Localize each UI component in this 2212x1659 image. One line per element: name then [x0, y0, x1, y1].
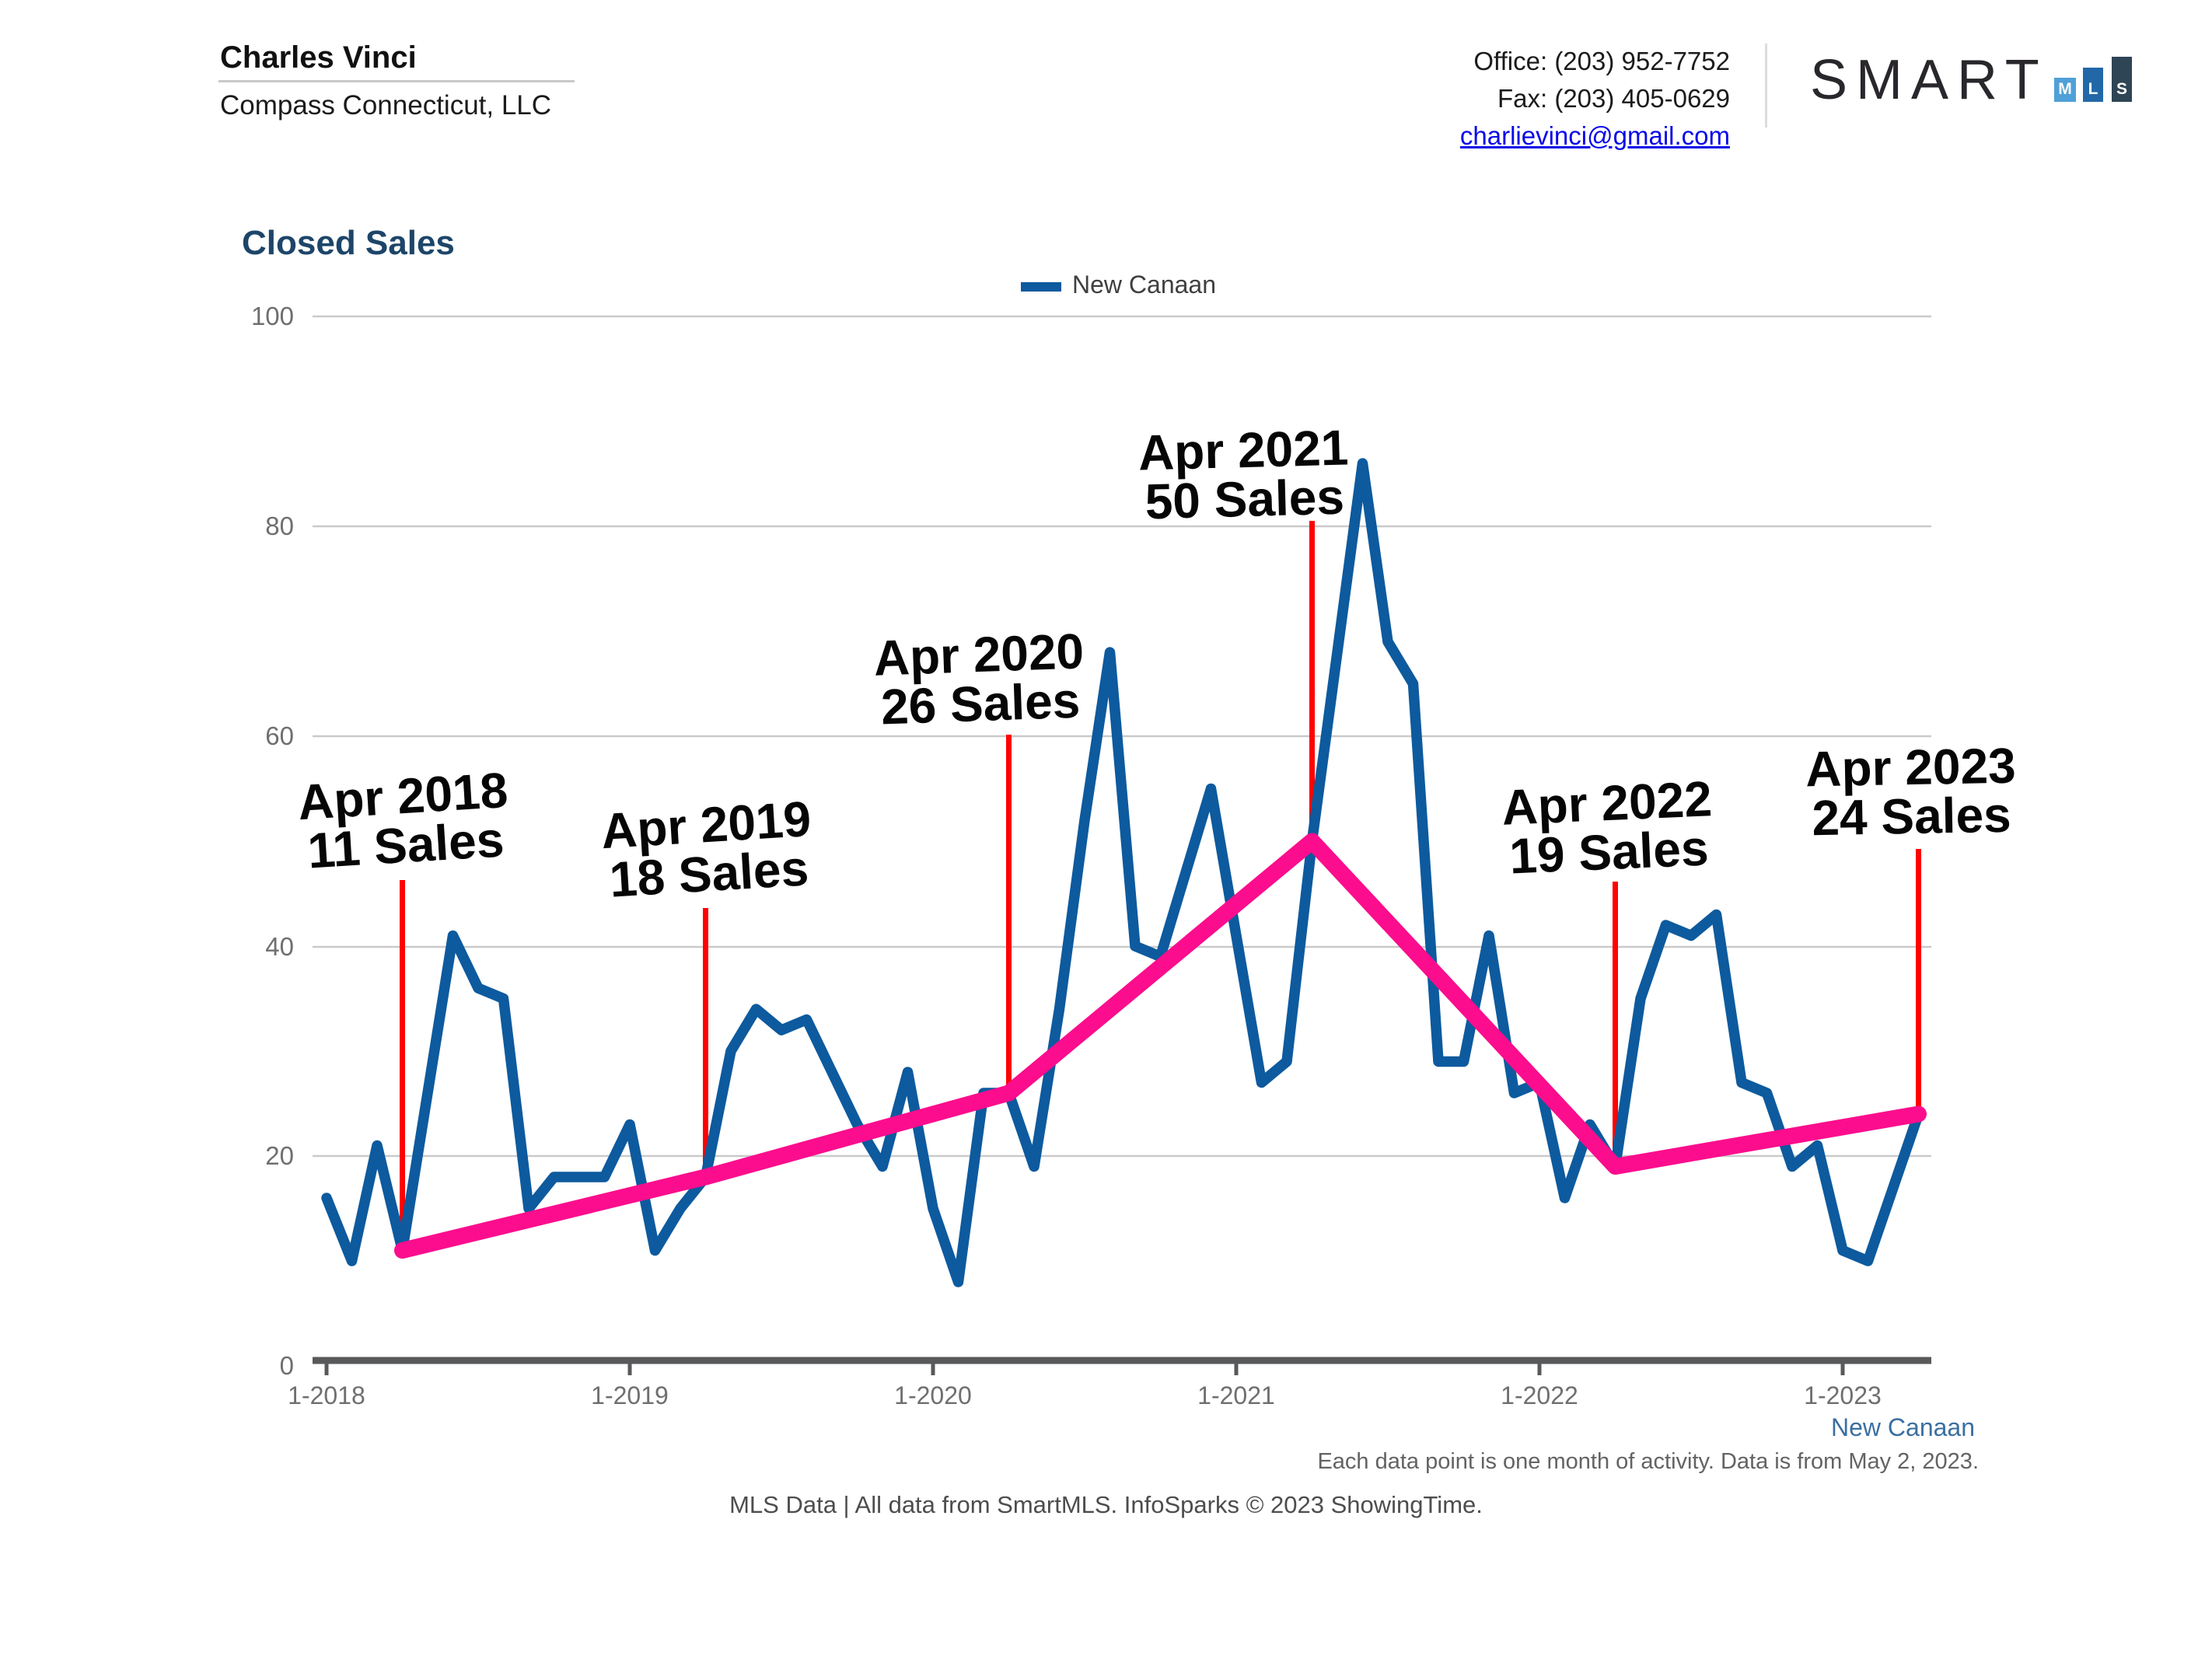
x-tick-2018: 1-2018 [288, 1381, 365, 1409]
y-tick-80: 80 [265, 512, 294, 540]
credit-line: MLS Data | All data from SmartMLS. InfoS… [729, 1491, 1483, 1518]
y-tick-100: 100 [250, 302, 294, 330]
x-axis [313, 1357, 1931, 1375]
x-tick-2020: 1-2020 [894, 1381, 972, 1409]
annotation-apr-2023: Apr 2023 24 Sales [1805, 737, 2017, 847]
agent-name: Charles Vinci [220, 40, 417, 75]
series-line-new-canaan [321, 458, 1924, 1287]
smartmls-logo-text: SMART [1810, 49, 2048, 111]
annotation-apr-2021: Apr 2021 50 Sales [1137, 419, 1350, 530]
y-tick-60: 60 [265, 721, 294, 750]
y-tick-0: 0 [279, 1351, 294, 1380]
agent-name-underline [218, 80, 575, 82]
y-tick-40: 40 [265, 932, 294, 961]
legend-swatch [1021, 281, 1061, 292]
fax-number: Fax: (203) 405-0629 [1497, 84, 1730, 113]
email-link[interactable]: charlievinci@gmail.com [1459, 121, 1730, 150]
y-tick-20: 20 [265, 1141, 294, 1170]
logo-block-s: S [2112, 57, 2132, 102]
header-divider [1765, 44, 1767, 127]
legend: New Canaan [1021, 271, 1216, 299]
logo-block-m: M [2054, 78, 2076, 102]
company-name: Compass Connecticut, LLC [220, 90, 552, 120]
x-tick-2019: 1-2019 [591, 1381, 669, 1409]
trend-line-april [394, 833, 1927, 1259]
logo-block-l: L [2083, 68, 2103, 102]
x-tick-2022: 1-2022 [1501, 1381, 1578, 1409]
data-note: Each data point is one month of activity… [1317, 1449, 1979, 1474]
series-footnote-label: New Canaan [1831, 1413, 1975, 1441]
x-tick-2023: 1-2023 [1804, 1381, 1882, 1409]
annotation-apr-2020: Apr 2020 26 Sales [872, 623, 1085, 735]
legend-label: New Canaan [1072, 271, 1216, 299]
office-phone: Office: (203) 952-7752 [1473, 47, 1730, 75]
x-tick-2021: 1-2021 [1197, 1381, 1275, 1409]
chart-title: Closed Sales [242, 224, 455, 262]
contact-block: Office: (203) 952-7752 Fax: (203) 405-06… [1244, 43, 1730, 155]
annotation-lines [400, 521, 1921, 1251]
